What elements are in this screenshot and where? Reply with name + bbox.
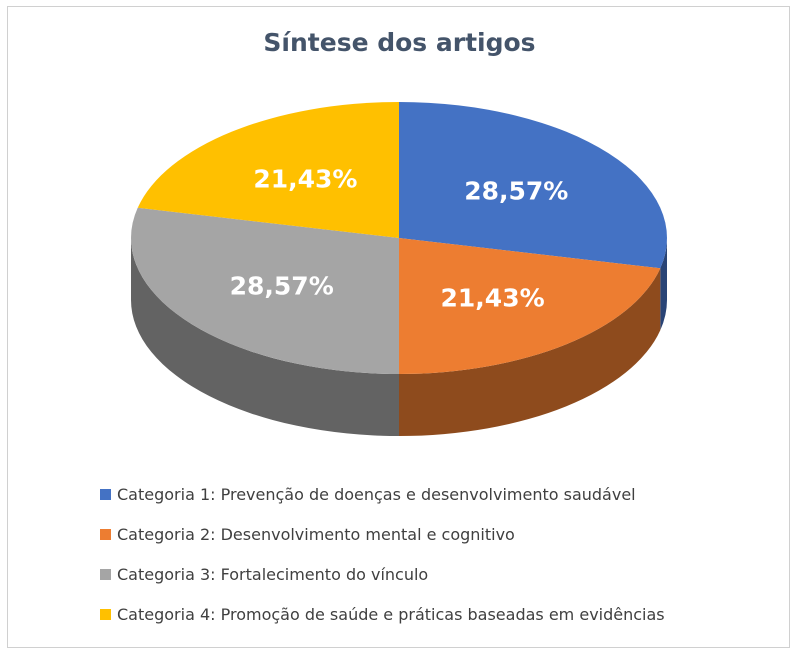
pie-slice-2 bbox=[399, 238, 661, 374]
legend-label-2: Categoria 2: Desenvolvimento mental e co… bbox=[117, 524, 515, 544]
data-label-2: 21,43% bbox=[441, 284, 545, 313]
legend-swatch-3 bbox=[100, 568, 111, 580]
pie-top bbox=[131, 102, 667, 374]
legend-label-4: Categoria 4: Promoção de saúde e prática… bbox=[117, 604, 665, 624]
pie-side-1 bbox=[660, 238, 667, 331]
legend-swatch-4 bbox=[100, 608, 111, 620]
pie-slice-1 bbox=[399, 102, 667, 269]
pie-slice-4 bbox=[137, 102, 399, 238]
legend-item-1: Categoria 1: Prevenção de doenças e dese… bbox=[100, 474, 665, 514]
legend-item-3: Categoria 3: Fortalecimento do vínculo bbox=[100, 554, 665, 594]
pie-slice-3 bbox=[131, 207, 399, 374]
legend: Categoria 1: Prevenção de doenças e dese… bbox=[100, 474, 665, 634]
data-label-1: 28,57% bbox=[464, 177, 568, 206]
legend-swatch-1 bbox=[100, 488, 111, 500]
pie-side-2 bbox=[399, 268, 661, 436]
data-label-3: 28,57% bbox=[230, 272, 334, 301]
data-label-4: 21,43% bbox=[253, 165, 357, 194]
pie-side-3 bbox=[131, 238, 399, 436]
legend-item-2: Categoria 2: Desenvolvimento mental e co… bbox=[100, 514, 665, 554]
pie-sides bbox=[131, 238, 667, 436]
legend-item-4: Categoria 4: Promoção de saúde e prática… bbox=[100, 594, 665, 634]
legend-label-3: Categoria 3: Fortalecimento do vínculo bbox=[117, 564, 429, 584]
pie-data-labels: 28,57% 21,43% 28,57% 21,43% bbox=[230, 165, 569, 313]
pie-chart: 28,57% 21,43% 28,57% 21,43% bbox=[131, 102, 667, 436]
chart-title: Síntese dos artigos bbox=[263, 28, 536, 57]
legend-label-1: Categoria 1: Prevenção de doenças e dese… bbox=[117, 484, 636, 504]
legend-swatch-2 bbox=[100, 528, 111, 540]
